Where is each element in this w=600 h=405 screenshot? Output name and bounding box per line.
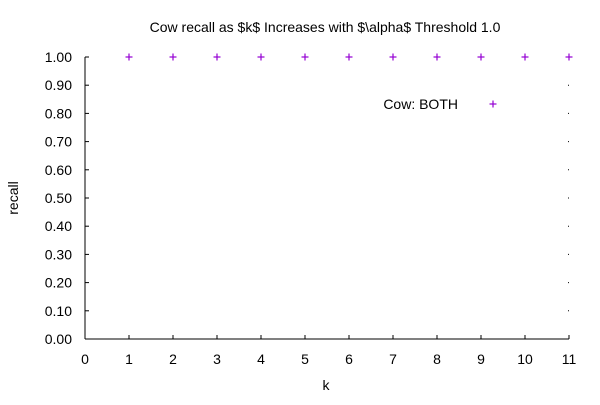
x-tick-label: 3	[213, 351, 221, 367]
data-point-marker	[521, 53, 529, 61]
x-tick-label: 8	[433, 351, 441, 367]
x-axis-label: k	[323, 377, 331, 393]
data-point-marker	[433, 53, 441, 61]
x-tick-label: 5	[301, 351, 309, 367]
ticks: 0.00 0.10 0.20 0.30 0.40 0.50 0.60 0.70 0.80 0.90…	[45, 49, 577, 367]
x-tick-label: 10	[517, 351, 533, 367]
x-tick-label: 7	[389, 351, 397, 367]
data-point-marker	[301, 53, 309, 61]
data-point-marker	[345, 53, 353, 61]
y-tick-label: 0.80	[45, 105, 72, 121]
chart-title: Cow recall as $k$ Increases with $\alpha…	[150, 19, 501, 35]
y-tick-label: 0.30	[45, 246, 72, 262]
y-tick-label: 1.00	[45, 49, 72, 65]
x-tick-label: 1	[125, 351, 133, 367]
data-point-marker	[565, 53, 573, 61]
x-tick-label: 6	[345, 351, 353, 367]
y-tick-label: 0.60	[45, 162, 72, 178]
data-points	[125, 53, 573, 61]
y-tick-label: 0.40	[45, 218, 72, 234]
axes	[84, 57, 569, 340]
x-tick-label: 2	[169, 351, 177, 367]
legend: Cow: BOTH	[383, 96, 497, 112]
y-tick-label: 0.00	[45, 331, 72, 347]
data-point-marker	[257, 53, 265, 61]
x-tick-label: 0	[81, 351, 89, 367]
legend-marker	[489, 100, 497, 108]
data-point-marker	[125, 53, 133, 61]
y-tick-label: 0.90	[45, 77, 72, 93]
x-tick-label: 11	[562, 351, 577, 367]
data-point-marker	[213, 53, 221, 61]
y-tick-label: 0.10	[45, 303, 72, 319]
data-point-marker	[477, 53, 485, 61]
y-tick-label: 0.50	[45, 190, 72, 206]
y-tick-label: 0.70	[45, 134, 72, 150]
data-point-marker	[389, 53, 397, 61]
legend-label: Cow: BOTH	[383, 96, 458, 112]
y-axis-label: recall	[5, 181, 21, 214]
y-tick-label: 0.20	[45, 275, 72, 291]
x-tick-label: 9	[477, 351, 485, 367]
x-tick-label: 4	[257, 351, 265, 367]
data-point-marker	[169, 53, 177, 61]
